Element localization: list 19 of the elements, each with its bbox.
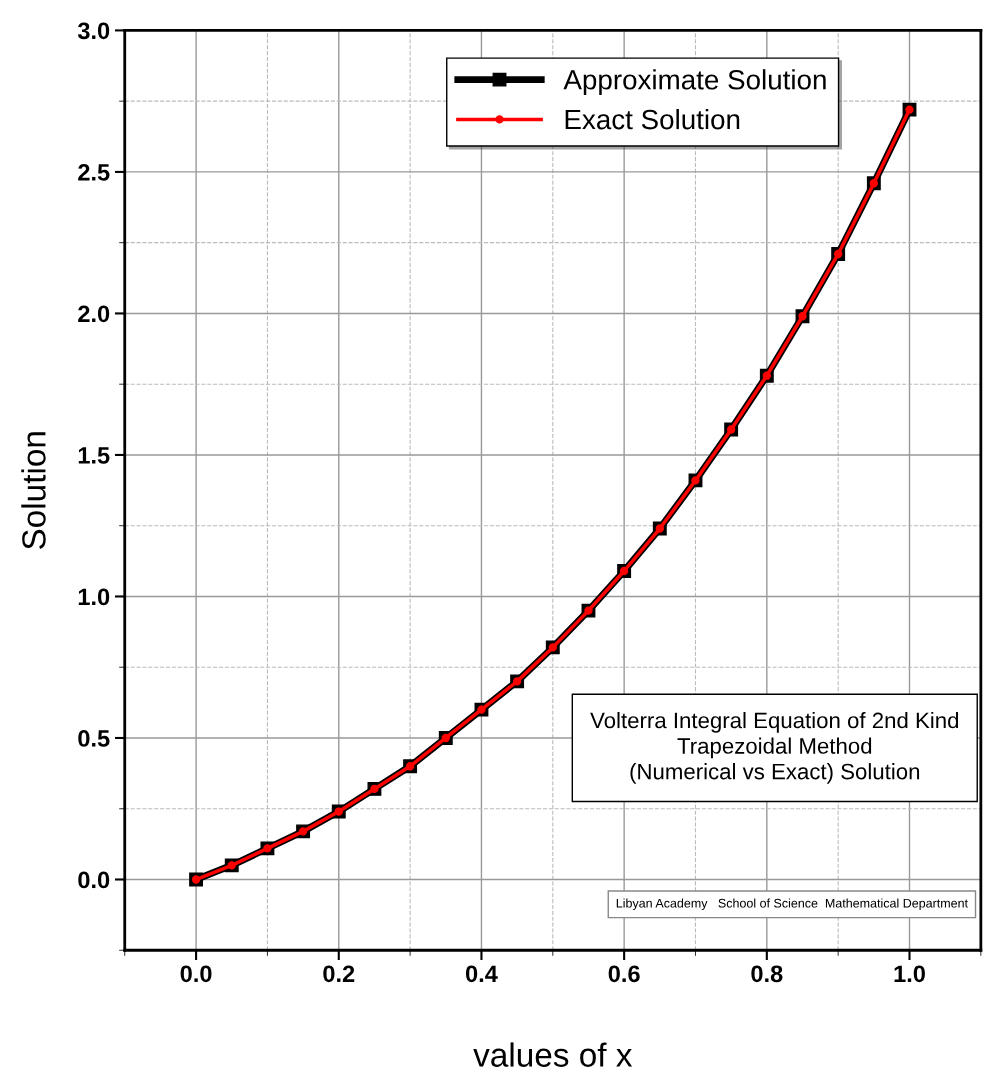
y-tick-label: 0.0 (78, 871, 110, 889)
y-tick-label: 2.0 (78, 305, 110, 323)
y-tick-label: 1.5 (78, 447, 110, 464)
x-tick-label: 0.6 (608, 965, 640, 983)
x-tick-label: 0.4 (465, 965, 498, 983)
y-tick-label: 2.5 (78, 163, 110, 181)
y-axis-title: Solution (21, 432, 46, 550)
x-tick-label: 0.0 (180, 965, 212, 983)
y-tick-label: 0.5 (78, 730, 110, 747)
x-tick-label: 1.0 (894, 965, 925, 983)
annotation: Libyan Academy School of Science Mathematical Department (616, 898, 968, 911)
legend-label: Exact Solution (565, 108, 740, 130)
y-tick-label: 3.0 (77, 22, 110, 40)
x-tick-label: 0.2 (323, 965, 355, 983)
annotation: Volterra Integral Equation of 2nd Kind Trapezoidal Method (Numerical vs Exact) Solution (590, 711, 959, 784)
x-tick-label: 0.8 (751, 965, 783, 983)
y-tick-label: 1.0 (78, 588, 110, 606)
x-axis-title: values of x (473, 1042, 633, 1067)
legend-label: Approximate Solution (563, 69, 826, 96)
